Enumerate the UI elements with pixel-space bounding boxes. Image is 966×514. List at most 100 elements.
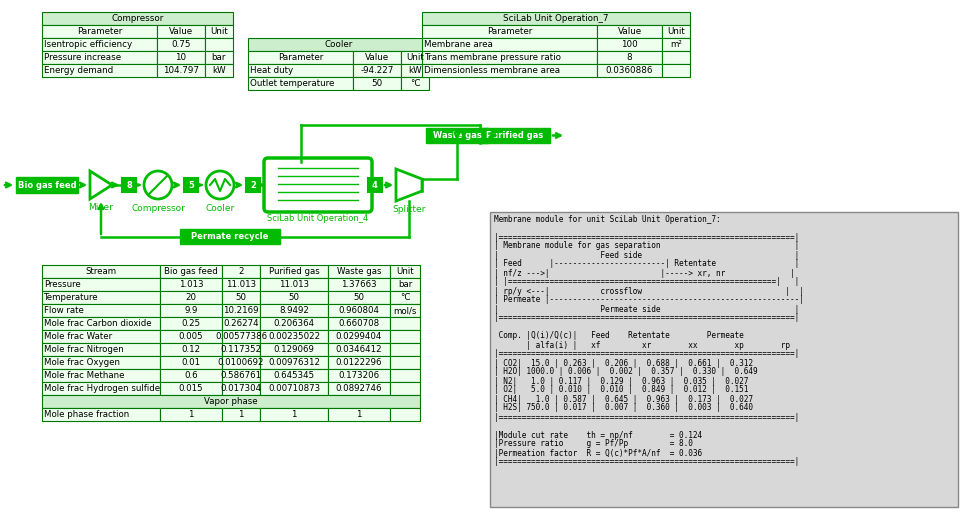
- Bar: [480, 128, 550, 143]
- Text: Parameter: Parameter: [487, 27, 532, 36]
- Text: 0.25: 0.25: [182, 319, 201, 328]
- Text: 0.960804: 0.960804: [338, 306, 380, 315]
- Bar: [42, 369, 160, 382]
- Bar: [42, 304, 160, 317]
- Text: 1: 1: [292, 410, 297, 419]
- Bar: [42, 25, 157, 38]
- Bar: [260, 291, 328, 304]
- Text: Waste gas: Waste gas: [433, 131, 481, 140]
- Bar: [328, 304, 390, 317]
- Bar: [328, 356, 390, 369]
- Text: 0.00710873: 0.00710873: [268, 384, 320, 393]
- Bar: [222, 265, 260, 278]
- Text: Trans membrane pressure ratio: Trans membrane pressure ratio: [424, 53, 561, 62]
- Text: 1: 1: [239, 410, 243, 419]
- Text: Splitter: Splitter: [392, 205, 426, 214]
- Text: 5: 5: [188, 180, 194, 190]
- Text: 11.013: 11.013: [279, 280, 309, 289]
- Bar: [248, 51, 353, 64]
- Text: 0.0100692: 0.0100692: [217, 358, 265, 367]
- Text: bar: bar: [212, 53, 226, 62]
- Bar: [662, 38, 690, 51]
- Bar: [390, 291, 420, 304]
- Text: Pressure increase: Pressure increase: [44, 53, 121, 62]
- Text: Dimensionless membrane area: Dimensionless membrane area: [424, 66, 560, 75]
- Text: Purified gas: Purified gas: [486, 131, 544, 140]
- Bar: [42, 265, 160, 278]
- Bar: [490, 212, 958, 507]
- Bar: [222, 369, 260, 382]
- Text: Isentropic efficiency: Isentropic efficiency: [44, 40, 132, 49]
- Bar: [205, 51, 233, 64]
- Bar: [222, 356, 260, 369]
- Text: |                      Feed side                                 |: | Feed side |: [494, 250, 799, 260]
- Text: Comp. |Q(i)/Q(c)|   Feed    Retentate        Permeate: Comp. |Q(i)/Q(c)| Feed Retentate Permeat…: [494, 332, 744, 340]
- Bar: [422, 38, 597, 51]
- Text: |                      Permeate side                             |: | Permeate side |: [494, 304, 799, 314]
- Bar: [222, 343, 260, 356]
- Bar: [160, 304, 222, 317]
- Text: Cooler: Cooler: [325, 40, 353, 49]
- Text: Mixer: Mixer: [89, 203, 113, 212]
- Text: 0.586761: 0.586761: [220, 371, 262, 380]
- Text: 0.00976312: 0.00976312: [268, 358, 320, 367]
- Text: 10.2169: 10.2169: [223, 306, 259, 315]
- Text: mol/s: mol/s: [393, 306, 416, 315]
- Text: SciLab Unit Operation_7: SciLab Unit Operation_7: [503, 14, 609, 23]
- Text: Unit: Unit: [396, 267, 413, 276]
- Text: Unit: Unit: [406, 53, 424, 62]
- Text: 0.0122296: 0.0122296: [336, 358, 383, 367]
- Bar: [328, 369, 390, 382]
- Bar: [160, 278, 222, 291]
- Text: 9.9: 9.9: [185, 306, 198, 315]
- Bar: [328, 278, 390, 291]
- Bar: [401, 64, 429, 77]
- Bar: [597, 51, 662, 64]
- Bar: [328, 382, 390, 395]
- Text: Energy demand: Energy demand: [44, 66, 113, 75]
- Text: Mole frac Water: Mole frac Water: [44, 332, 112, 341]
- Bar: [222, 304, 260, 317]
- Text: Bio gas feed: Bio gas feed: [17, 180, 76, 190]
- Text: 0.645345: 0.645345: [273, 371, 315, 380]
- Text: 20: 20: [185, 293, 196, 302]
- Bar: [42, 330, 160, 343]
- Bar: [328, 330, 390, 343]
- Bar: [597, 38, 662, 51]
- Text: 0.005: 0.005: [179, 332, 203, 341]
- Bar: [260, 330, 328, 343]
- Bar: [42, 317, 160, 330]
- Text: 10: 10: [176, 53, 186, 62]
- Text: Value: Value: [617, 27, 641, 36]
- Text: | Membrane module for gas separation                             |: | Membrane module for gas separation |: [494, 242, 799, 250]
- Text: Membrane module for unit SciLab Unit Operation_7:: Membrane module for unit SciLab Unit Ope…: [494, 214, 721, 224]
- Text: 0.00577386: 0.00577386: [215, 332, 267, 341]
- Bar: [353, 51, 401, 64]
- Bar: [160, 369, 222, 382]
- Text: Mole frac Hydrogen sulfide: Mole frac Hydrogen sulfide: [44, 384, 160, 393]
- Text: Parameter: Parameter: [278, 53, 324, 62]
- Bar: [160, 265, 222, 278]
- Bar: [597, 64, 662, 77]
- Text: 0.129069: 0.129069: [273, 345, 315, 354]
- Text: | CO2|  15.0 | 0.263 |  0.206 |  0.688 |  0.661 |  0.312: | CO2| 15.0 | 0.263 | 0.206 | 0.688 | 0.…: [494, 358, 753, 368]
- Bar: [260, 317, 328, 330]
- Text: 8.9492: 8.9492: [279, 306, 309, 315]
- Text: 11.013: 11.013: [226, 280, 256, 289]
- Text: | nf/z --->|                        |-----> xr, nr              |: | nf/z --->| |-----> xr, nr |: [494, 268, 795, 278]
- Bar: [222, 278, 260, 291]
- Bar: [662, 25, 690, 38]
- Bar: [390, 304, 420, 317]
- Bar: [597, 25, 662, 38]
- Text: | O2|   5.0 | 0.010 |  0.010 |  0.849 |  0.012 |  0.151: | O2| 5.0 | 0.010 | 0.010 | 0.849 | 0.01…: [494, 386, 749, 395]
- Text: Value: Value: [365, 53, 389, 62]
- Text: 1.013: 1.013: [179, 280, 203, 289]
- Bar: [353, 77, 401, 90]
- Text: Compressor: Compressor: [131, 204, 185, 213]
- Text: 8: 8: [127, 180, 132, 190]
- Bar: [390, 330, 420, 343]
- Bar: [390, 317, 420, 330]
- Text: | Permeate |------------------------------------------------------|: | Permeate |----------------------------…: [494, 296, 804, 304]
- Bar: [353, 64, 401, 77]
- Text: 0.01: 0.01: [182, 358, 201, 367]
